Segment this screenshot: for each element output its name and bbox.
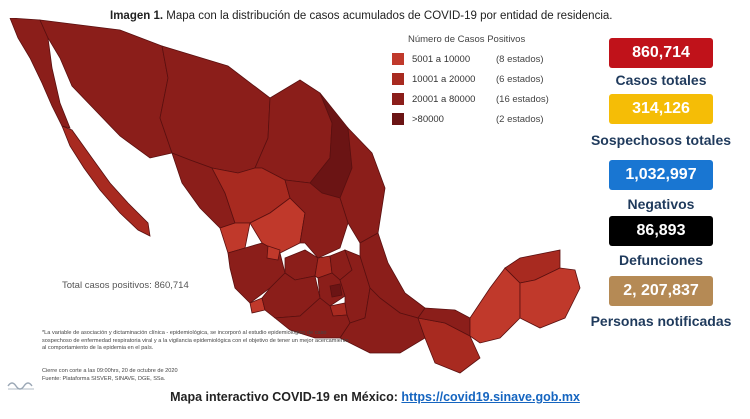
stat-notificadas-box: 2, 207,837	[609, 276, 713, 306]
state-aguascalientes	[266, 245, 281, 261]
stat-value: 860,714	[632, 44, 690, 61]
interactive-map-line: Mapa interactivo COVID-19 en México: htt…	[0, 390, 750, 404]
state-chihuahua	[159, 45, 271, 174]
logo-icon	[7, 382, 34, 390]
map-legend: Número de Casos Positivos 5001 a 10000 (…	[392, 34, 552, 131]
legend-item: 10001 a 20000 (6 estados)	[392, 71, 552, 87]
stat-defunciones-label: Defunciones	[618, 252, 703, 268]
state-michoacan	[261, 272, 321, 319]
state-baja-california-sur	[61, 125, 151, 237]
title-text: Mapa con la distribución de casos acumul…	[166, 10, 613, 22]
stat-sospechosos-label: Sospechosos totales	[590, 132, 732, 148]
stat-notificadas-label: Personas notificadas	[590, 313, 732, 329]
interactive-map-text: Mapa interactivo COVID-19 en México:	[170, 390, 398, 404]
state-ciudad-de-mexico	[329, 283, 343, 298]
legend-range: 5001 a 10000	[412, 53, 471, 65]
legend-count: (8 estados)	[496, 53, 544, 65]
legend-count: (6 estados)	[496, 73, 544, 85]
cierre-text: Cierre con corte a las 09:00hrs, 20 de o…	[42, 368, 178, 374]
state-sonora	[39, 19, 173, 159]
footnote: *La variable de asociación y dictaminaci…	[42, 330, 349, 352]
state-guerrero	[273, 297, 351, 339]
legend-count: (2 estados)	[496, 113, 544, 125]
stat-value: 314,126	[632, 100, 690, 117]
legend-range: >80000	[412, 113, 444, 125]
legend-item: >80000 (2 estados)	[392, 111, 552, 127]
state-quintana-roo	[519, 267, 581, 329]
legend-swatch	[392, 113, 404, 125]
stat-defunciones-box: 86,893	[609, 216, 713, 246]
state-nayarit	[219, 222, 251, 254]
legend-item: 5001 a 10000 (8 estados)	[392, 51, 552, 67]
stat-sospechosos-box: 314,126	[609, 94, 713, 124]
legend-swatch	[392, 73, 404, 85]
legend-title: Número de Casos Positivos	[408, 34, 526, 45]
legend-range: 10001 a 20000	[412, 73, 476, 85]
legend-swatch	[392, 53, 404, 65]
stat-casos-totales-box: 860,714	[609, 38, 713, 68]
stat-negativos-box: 1,032,997	[609, 160, 713, 190]
stat-value: 1,032,997	[625, 166, 697, 183]
stat-negativos-label: Negativos	[627, 196, 695, 212]
interactive-map-link[interactable]: https://covid19.sinave.gob.mx	[401, 390, 580, 404]
state-campeche	[469, 267, 521, 344]
footnote-source: Cierre con corte a las 09:00hrs, 20 de o…	[42, 368, 178, 383]
mexico-map	[9, 18, 581, 374]
title-prefix: Imagen 1.	[110, 10, 164, 22]
map-total-positives: Total casos positivos: 860,714	[62, 280, 189, 291]
stat-casos-totales-label: Casos totales	[615, 72, 707, 88]
state-san-luis-potosi	[284, 179, 349, 259]
legend-count: (16 estados)	[496, 93, 549, 105]
legend-item: 20001 a 80000 (16 estados)	[392, 91, 552, 107]
stat-value: 2, 207,837	[623, 282, 699, 299]
legend-range: 20001 a 80000	[412, 93, 476, 105]
fuente-text: Fuente: Plataforma SISVER, SINAVE, DGE, …	[42, 375, 166, 382]
legend-swatch	[392, 93, 404, 105]
page-title: Imagen 1. Mapa con la distribución de ca…	[110, 10, 612, 22]
stat-value: 86,893	[636, 222, 686, 239]
state-guanajuato	[284, 249, 319, 281]
